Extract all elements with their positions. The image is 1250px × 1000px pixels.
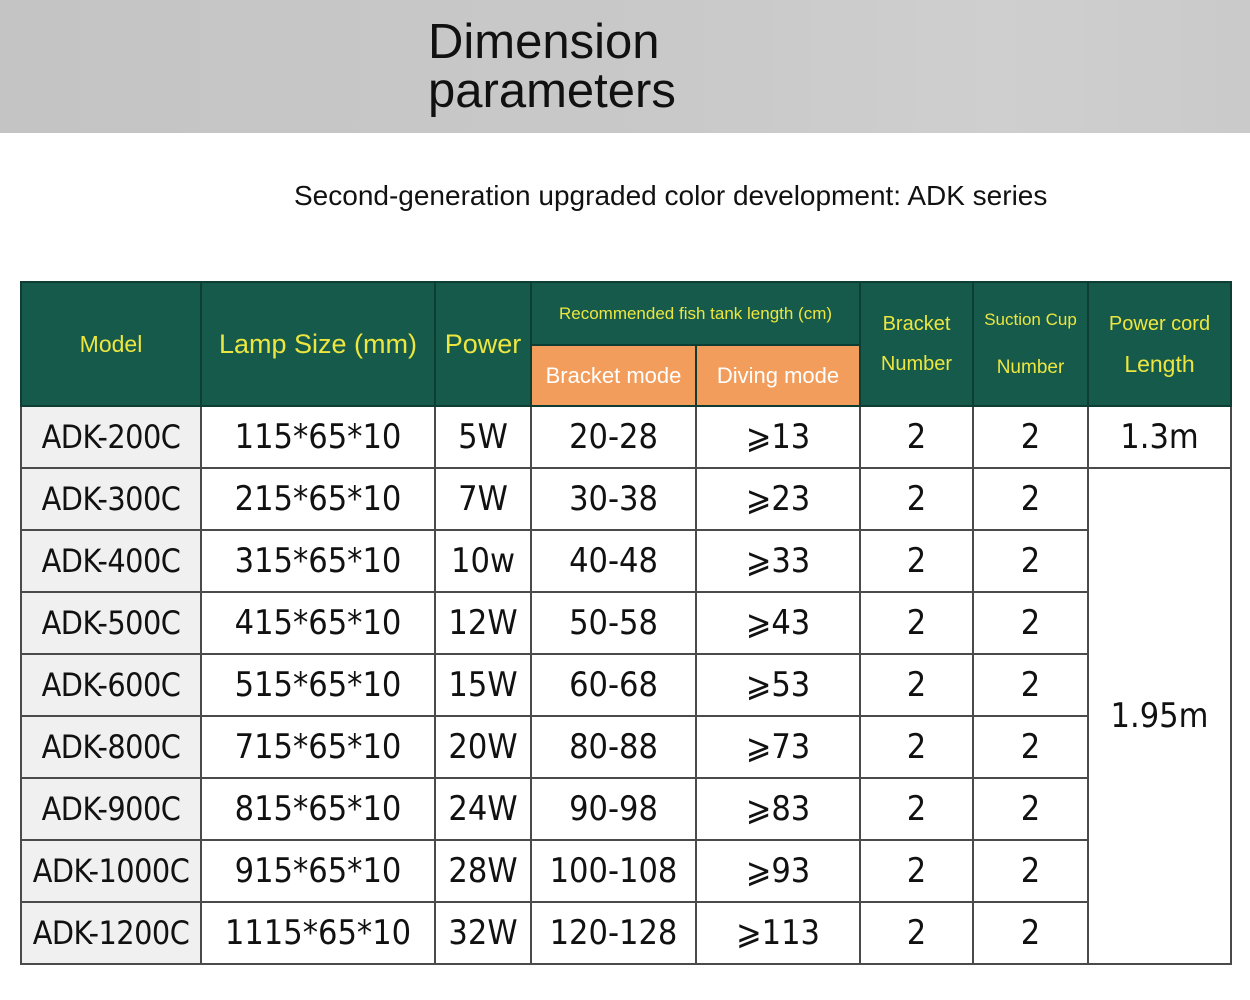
cell-power: 10w	[434, 529, 532, 593]
header-model: Model	[20, 281, 202, 407]
cell-bracket-number: 2	[859, 467, 974, 531]
table-row: ADK-300C 215*65*10 7W 30-38 ⩾23 2 2 1.95…	[20, 467, 1232, 965]
cell-lamp-size: 115*65*10	[200, 405, 436, 469]
cell-model: ADK-1000C	[20, 839, 202, 903]
cell-lamp-size: 215*65*10	[200, 467, 436, 531]
cell-diving-mode: ⩾53	[695, 653, 861, 717]
cell-diving-mode: ⩾113	[695, 901, 861, 965]
cell-bracket-mode: 90-98	[530, 777, 697, 841]
cell-model: ADK-800C	[20, 715, 202, 779]
table-row: ADK-1200C 1115*65*10 32W 120-128 ⩾113 2 …	[20, 901, 1231, 965]
header-cord-line-2: Length	[1124, 351, 1195, 377]
page-title-line-1: Dimension	[428, 15, 660, 69]
cell-cord-length-rest: 1.95m	[1087, 467, 1232, 965]
cell-bracket-number: 2	[859, 529, 974, 593]
header-bracket-number-line-2: Number	[880, 353, 953, 375]
header-suction-cup-number: Suction Cup Number	[972, 281, 1089, 407]
series-subtitle: Second-generation upgraded color develop…	[294, 180, 1048, 211]
cell-suction-number: 2	[972, 529, 1089, 593]
cell-bracket-number: 2	[859, 591, 974, 655]
cell-lamp-size: 915*65*10	[200, 839, 436, 903]
cell-bracket-mode: 60-68	[530, 653, 697, 717]
cell-diving-mode: ⩾43	[695, 591, 861, 655]
cell-power: 5W	[434, 405, 532, 469]
cell-suction-number: 2	[972, 591, 1089, 655]
cell-bracket-number: 2	[859, 405, 974, 469]
header-bracket-number-line-1: Bracket	[882, 313, 951, 335]
cell-suction-number: 2	[972, 839, 1089, 903]
cell-power: 12W	[434, 591, 532, 655]
cell-suction-number: 2	[972, 777, 1089, 841]
cell-bracket-number: 2	[859, 839, 974, 903]
header-bracket-number: Bracket Number	[859, 281, 974, 407]
cell-diving-mode: ⩾23	[695, 467, 861, 531]
cell-bracket-number: 2	[859, 901, 974, 965]
cell-model: ADK-400C	[20, 529, 202, 593]
cell-lamp-size: 415*65*10	[200, 591, 436, 655]
cell-model: ADK-500C	[20, 591, 202, 655]
cell-suction-number: 2	[972, 653, 1089, 717]
table-header: Model Lamp Size (mm) Power Recommended f…	[20, 281, 1232, 407]
table-body: ADK-200C 115*65*10 5W 20-28 ⩾13 2 2 1.3m…	[20, 405, 1232, 965]
dimension-table-container: Model Lamp Size (mm) Power Recommended f…	[20, 281, 1232, 965]
cell-diving-mode: ⩾93	[695, 839, 861, 903]
table-row: ADK-500C 415*65*10 12W 50-58 ⩾43 2 2	[20, 591, 1231, 655]
cell-bracket-mode: 40-48	[530, 529, 697, 593]
header-cord-line-1: Power cord	[1108, 313, 1211, 335]
cell-suction-number: 2	[972, 405, 1089, 469]
table-row: ADK-400C 315*65*10 10w 40-48 ⩾33 2 2	[20, 529, 1231, 593]
cell-model: ADK-200C	[20, 405, 202, 469]
cell-cord-length-first: 1.3m	[1087, 405, 1232, 469]
cell-bracket-mode: 30-38	[530, 467, 697, 531]
cell-bracket-mode: 120-128	[530, 901, 697, 965]
cell-model: ADK-300C	[20, 467, 202, 531]
cell-diving-mode: ⩾33	[695, 529, 861, 593]
cell-diving-mode: ⩾73	[695, 715, 861, 779]
table-row: ADK-200C 115*65*10 5W 20-28 ⩾13 2 2 1.3m	[20, 405, 1232, 469]
cell-lamp-size: 1115*65*10	[200, 901, 436, 965]
header-lamp-size: Lamp Size (mm)	[200, 281, 436, 407]
cell-lamp-size: 515*65*10	[200, 653, 436, 717]
header-suction-line-2: Number	[996, 357, 1065, 378]
cell-bracket-number: 2	[859, 715, 974, 779]
cell-lamp-size: 315*65*10	[200, 529, 436, 593]
cell-suction-number: 2	[972, 901, 1089, 965]
cell-suction-number: 2	[972, 715, 1089, 779]
cell-power: 20W	[434, 715, 532, 779]
header-recommended-tank-length: Recommended fish tank length (cm)	[530, 281, 861, 346]
table-row: ADK-900C 815*65*10 24W 90-98 ⩾83 2 2	[20, 777, 1231, 841]
table-row: ADK-1000C 915*65*10 28W 100-108 ⩾93 2 2	[20, 839, 1231, 903]
header-diving-mode: Diving mode	[695, 344, 861, 407]
cell-lamp-size: 815*65*10	[200, 777, 436, 841]
title-banner: Dimension parameters	[0, 0, 1250, 133]
cell-power: 32W	[434, 901, 532, 965]
cell-suction-number: 2	[972, 467, 1089, 531]
cell-diving-mode: ⩾83	[695, 777, 861, 841]
header-suction-line-1: Suction Cup	[984, 310, 1077, 329]
page-title-line-2: parameters	[428, 64, 676, 118]
header-power-cord-length: Power cord Length	[1087, 281, 1232, 407]
header-bracket-mode: Bracket mode	[530, 344, 697, 407]
cell-power: 15W	[434, 653, 532, 717]
page-title: Dimension parameters	[428, 18, 676, 116]
cell-bracket-number: 2	[859, 777, 974, 841]
cell-power: 28W	[434, 839, 532, 903]
cell-bracket-mode: 80-88	[530, 715, 697, 779]
dimension-table: Model Lamp Size (mm) Power Recommended f…	[20, 281, 1232, 965]
cell-bracket-mode: 100-108	[530, 839, 697, 903]
cell-bracket-mode: 50-58	[530, 591, 697, 655]
cell-lamp-size: 715*65*10	[200, 715, 436, 779]
table-row: ADK-600C 515*65*10 15W 60-68 ⩾53 2 2	[20, 653, 1231, 717]
cell-diving-mode: ⩾13	[695, 405, 861, 469]
cell-model: ADK-600C	[20, 653, 202, 717]
cell-model: ADK-900C	[20, 777, 202, 841]
cell-bracket-mode: 20-28	[530, 405, 697, 469]
cell-power: 24W	[434, 777, 532, 841]
table-row: ADK-800C 715*65*10 20W 80-88 ⩾73 2 2	[20, 715, 1231, 779]
cell-power: 7W	[434, 467, 532, 531]
cell-bracket-number: 2	[859, 653, 974, 717]
header-power: Power	[434, 281, 532, 407]
cell-model: ADK-1200C	[20, 901, 202, 965]
